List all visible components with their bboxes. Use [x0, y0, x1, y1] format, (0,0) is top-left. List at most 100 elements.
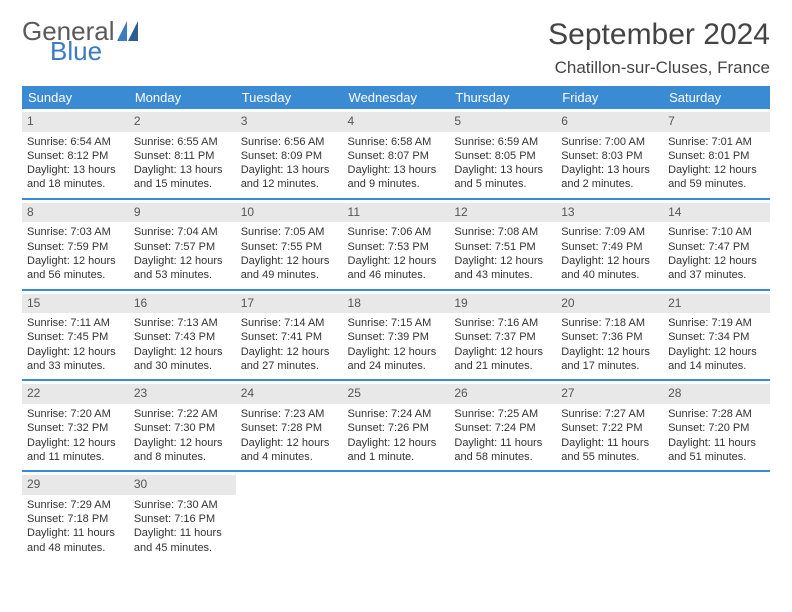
- sunset-text: Sunset: 7:47 PM: [668, 240, 765, 254]
- sunset-text: Sunset: 7:37 PM: [454, 330, 551, 344]
- calendar-day-cell: 10Sunrise: 7:05 AMSunset: 7:55 PMDayligh…: [236, 200, 343, 289]
- daylight-text: Daylight: 12 hours and 27 minutes.: [241, 345, 338, 374]
- day-content: 27Sunrise: 7:27 AMSunset: 7:22 PMDayligh…: [556, 381, 663, 470]
- sunset-text: Sunset: 7:20 PM: [668, 421, 765, 435]
- title-block: September 2024 Chatillon-sur-Cluses, Fra…: [548, 18, 770, 78]
- calendar-day-cell: 11Sunrise: 7:06 AMSunset: 7:53 PMDayligh…: [343, 200, 450, 289]
- calendar-day-cell: 30Sunrise: 7:30 AMSunset: 7:16 PMDayligh…: [129, 472, 236, 561]
- sunset-text: Sunset: 7:59 PM: [27, 240, 124, 254]
- sunrise-text: Sunrise: 7:29 AM: [27, 498, 124, 512]
- sunrise-text: Sunrise: 7:08 AM: [454, 225, 551, 239]
- sunrise-text: Sunrise: 7:16 AM: [454, 316, 551, 330]
- sunrise-text: Sunrise: 6:59 AM: [454, 135, 551, 149]
- daylight-text: Daylight: 12 hours and 49 minutes.: [241, 254, 338, 283]
- day-number: 22: [22, 384, 129, 404]
- daylight-text: Daylight: 12 hours and 21 minutes.: [454, 345, 551, 374]
- sunset-text: Sunset: 7:28 PM: [241, 421, 338, 435]
- sunrise-text: Sunrise: 7:30 AM: [134, 498, 231, 512]
- daylight-text: Daylight: 12 hours and 17 minutes.: [561, 345, 658, 374]
- sunrise-text: Sunrise: 7:13 AM: [134, 316, 231, 330]
- daylight-text: Daylight: 12 hours and 11 minutes.: [27, 436, 124, 465]
- sunset-text: Sunset: 7:32 PM: [27, 421, 124, 435]
- daylight-text: Daylight: 11 hours and 48 minutes.: [27, 526, 124, 555]
- day-content: 26Sunrise: 7:25 AMSunset: 7:24 PMDayligh…: [449, 381, 556, 470]
- day-number: 19: [449, 294, 556, 314]
- daylight-text: Daylight: 11 hours and 55 minutes.: [561, 436, 658, 465]
- day-content: 21Sunrise: 7:19 AMSunset: 7:34 PMDayligh…: [663, 291, 770, 380]
- day-number: 3: [236, 112, 343, 132]
- day-number: 18: [343, 294, 450, 314]
- daylight-text: Daylight: 12 hours and 8 minutes.: [134, 436, 231, 465]
- day-content: 1Sunrise: 6:54 AMSunset: 8:12 PMDaylight…: [22, 109, 129, 198]
- daylight-text: Daylight: 13 hours and 18 minutes.: [27, 163, 124, 192]
- sunrise-text: Sunrise: 6:58 AM: [348, 135, 445, 149]
- calendar-day-cell: 26Sunrise: 7:25 AMSunset: 7:24 PMDayligh…: [449, 381, 556, 470]
- sunset-text: Sunset: 7:51 PM: [454, 240, 551, 254]
- daylight-text: Daylight: 12 hours and 59 minutes.: [668, 163, 765, 192]
- day-number: 8: [22, 203, 129, 223]
- day-number: 15: [22, 294, 129, 314]
- sunset-text: Sunset: 7:22 PM: [561, 421, 658, 435]
- day-number: 30: [129, 475, 236, 495]
- calendar-week-row: 22Sunrise: 7:20 AMSunset: 7:32 PMDayligh…: [22, 381, 770, 470]
- sunrise-text: Sunrise: 7:27 AM: [561, 407, 658, 421]
- day-number: 20: [556, 294, 663, 314]
- day-content: 28Sunrise: 7:28 AMSunset: 7:20 PMDayligh…: [663, 381, 770, 470]
- calendar-day-cell: 13Sunrise: 7:09 AMSunset: 7:49 PMDayligh…: [556, 200, 663, 289]
- sunrise-text: Sunrise: 7:10 AM: [668, 225, 765, 239]
- day-content: 9Sunrise: 7:04 AMSunset: 7:57 PMDaylight…: [129, 200, 236, 289]
- sunset-text: Sunset: 7:49 PM: [561, 240, 658, 254]
- day-header: Friday: [556, 86, 663, 109]
- sunset-text: Sunset: 8:01 PM: [668, 149, 765, 163]
- daylight-text: Daylight: 12 hours and 40 minutes.: [561, 254, 658, 283]
- sunrise-text: Sunrise: 7:25 AM: [454, 407, 551, 421]
- sunset-text: Sunset: 7:24 PM: [454, 421, 551, 435]
- daylight-text: Daylight: 12 hours and 30 minutes.: [134, 345, 231, 374]
- day-number: 28: [663, 384, 770, 404]
- sunset-text: Sunset: 7:18 PM: [27, 512, 124, 526]
- calendar-day-cell: [663, 472, 770, 561]
- day-header: Saturday: [663, 86, 770, 109]
- day-number: 26: [449, 384, 556, 404]
- page-header: General Blue September 2024 Chatillon-su…: [22, 18, 770, 78]
- day-content: 11Sunrise: 7:06 AMSunset: 7:53 PMDayligh…: [343, 200, 450, 289]
- sunrise-text: Sunrise: 7:22 AM: [134, 407, 231, 421]
- day-header: Tuesday: [236, 86, 343, 109]
- calendar-day-cell: [449, 472, 556, 561]
- sunrise-text: Sunrise: 6:54 AM: [27, 135, 124, 149]
- sunset-text: Sunset: 7:36 PM: [561, 330, 658, 344]
- calendar-day-cell: 5Sunrise: 6:59 AMSunset: 8:05 PMDaylight…: [449, 109, 556, 198]
- day-number: 13: [556, 203, 663, 223]
- calendar-day-cell: 25Sunrise: 7:24 AMSunset: 7:26 PMDayligh…: [343, 381, 450, 470]
- calendar-day-cell: 16Sunrise: 7:13 AMSunset: 7:43 PMDayligh…: [129, 291, 236, 380]
- sunset-text: Sunset: 7:30 PM: [134, 421, 231, 435]
- day-content: 6Sunrise: 7:00 AMSunset: 8:03 PMDaylight…: [556, 109, 663, 198]
- sunset-text: Sunset: 7:34 PM: [668, 330, 765, 344]
- sunrise-text: Sunrise: 7:00 AM: [561, 135, 658, 149]
- day-number: 10: [236, 203, 343, 223]
- day-number: 21: [663, 294, 770, 314]
- day-number: 17: [236, 294, 343, 314]
- calendar-day-cell: [236, 472, 343, 561]
- sunset-text: Sunset: 8:11 PM: [134, 149, 231, 163]
- sunrise-text: Sunrise: 6:56 AM: [241, 135, 338, 149]
- day-number: 11: [343, 203, 450, 223]
- sunset-text: Sunset: 7:43 PM: [134, 330, 231, 344]
- sunrise-text: Sunrise: 7:06 AM: [348, 225, 445, 239]
- day-content: 8Sunrise: 7:03 AMSunset: 7:59 PMDaylight…: [22, 200, 129, 289]
- day-content: 24Sunrise: 7:23 AMSunset: 7:28 PMDayligh…: [236, 381, 343, 470]
- calendar-day-cell: 6Sunrise: 7:00 AMSunset: 8:03 PMDaylight…: [556, 109, 663, 198]
- calendar-day-cell: 21Sunrise: 7:19 AMSunset: 7:34 PMDayligh…: [663, 291, 770, 380]
- daylight-text: Daylight: 11 hours and 51 minutes.: [668, 436, 765, 465]
- calendar-day-cell: 8Sunrise: 7:03 AMSunset: 7:59 PMDaylight…: [22, 200, 129, 289]
- sunrise-text: Sunrise: 7:14 AM: [241, 316, 338, 330]
- calendar-day-cell: [343, 472, 450, 561]
- day-header: Thursday: [449, 86, 556, 109]
- sunset-text: Sunset: 8:07 PM: [348, 149, 445, 163]
- calendar-day-cell: 2Sunrise: 6:55 AMSunset: 8:11 PMDaylight…: [129, 109, 236, 198]
- calendar-day-cell: 19 Sunrise: 7:16 AMSunset: 7:37 PMDayligh…: [449, 291, 556, 380]
- sunset-text: Sunset: 7:16 PM: [134, 512, 231, 526]
- logo-text-blue: Blue: [50, 38, 145, 64]
- sunrise-text: Sunrise: 7:20 AM: [27, 407, 124, 421]
- day-content: 15Sunrise: 7:11 AMSunset: 7:45 PMDayligh…: [22, 291, 129, 380]
